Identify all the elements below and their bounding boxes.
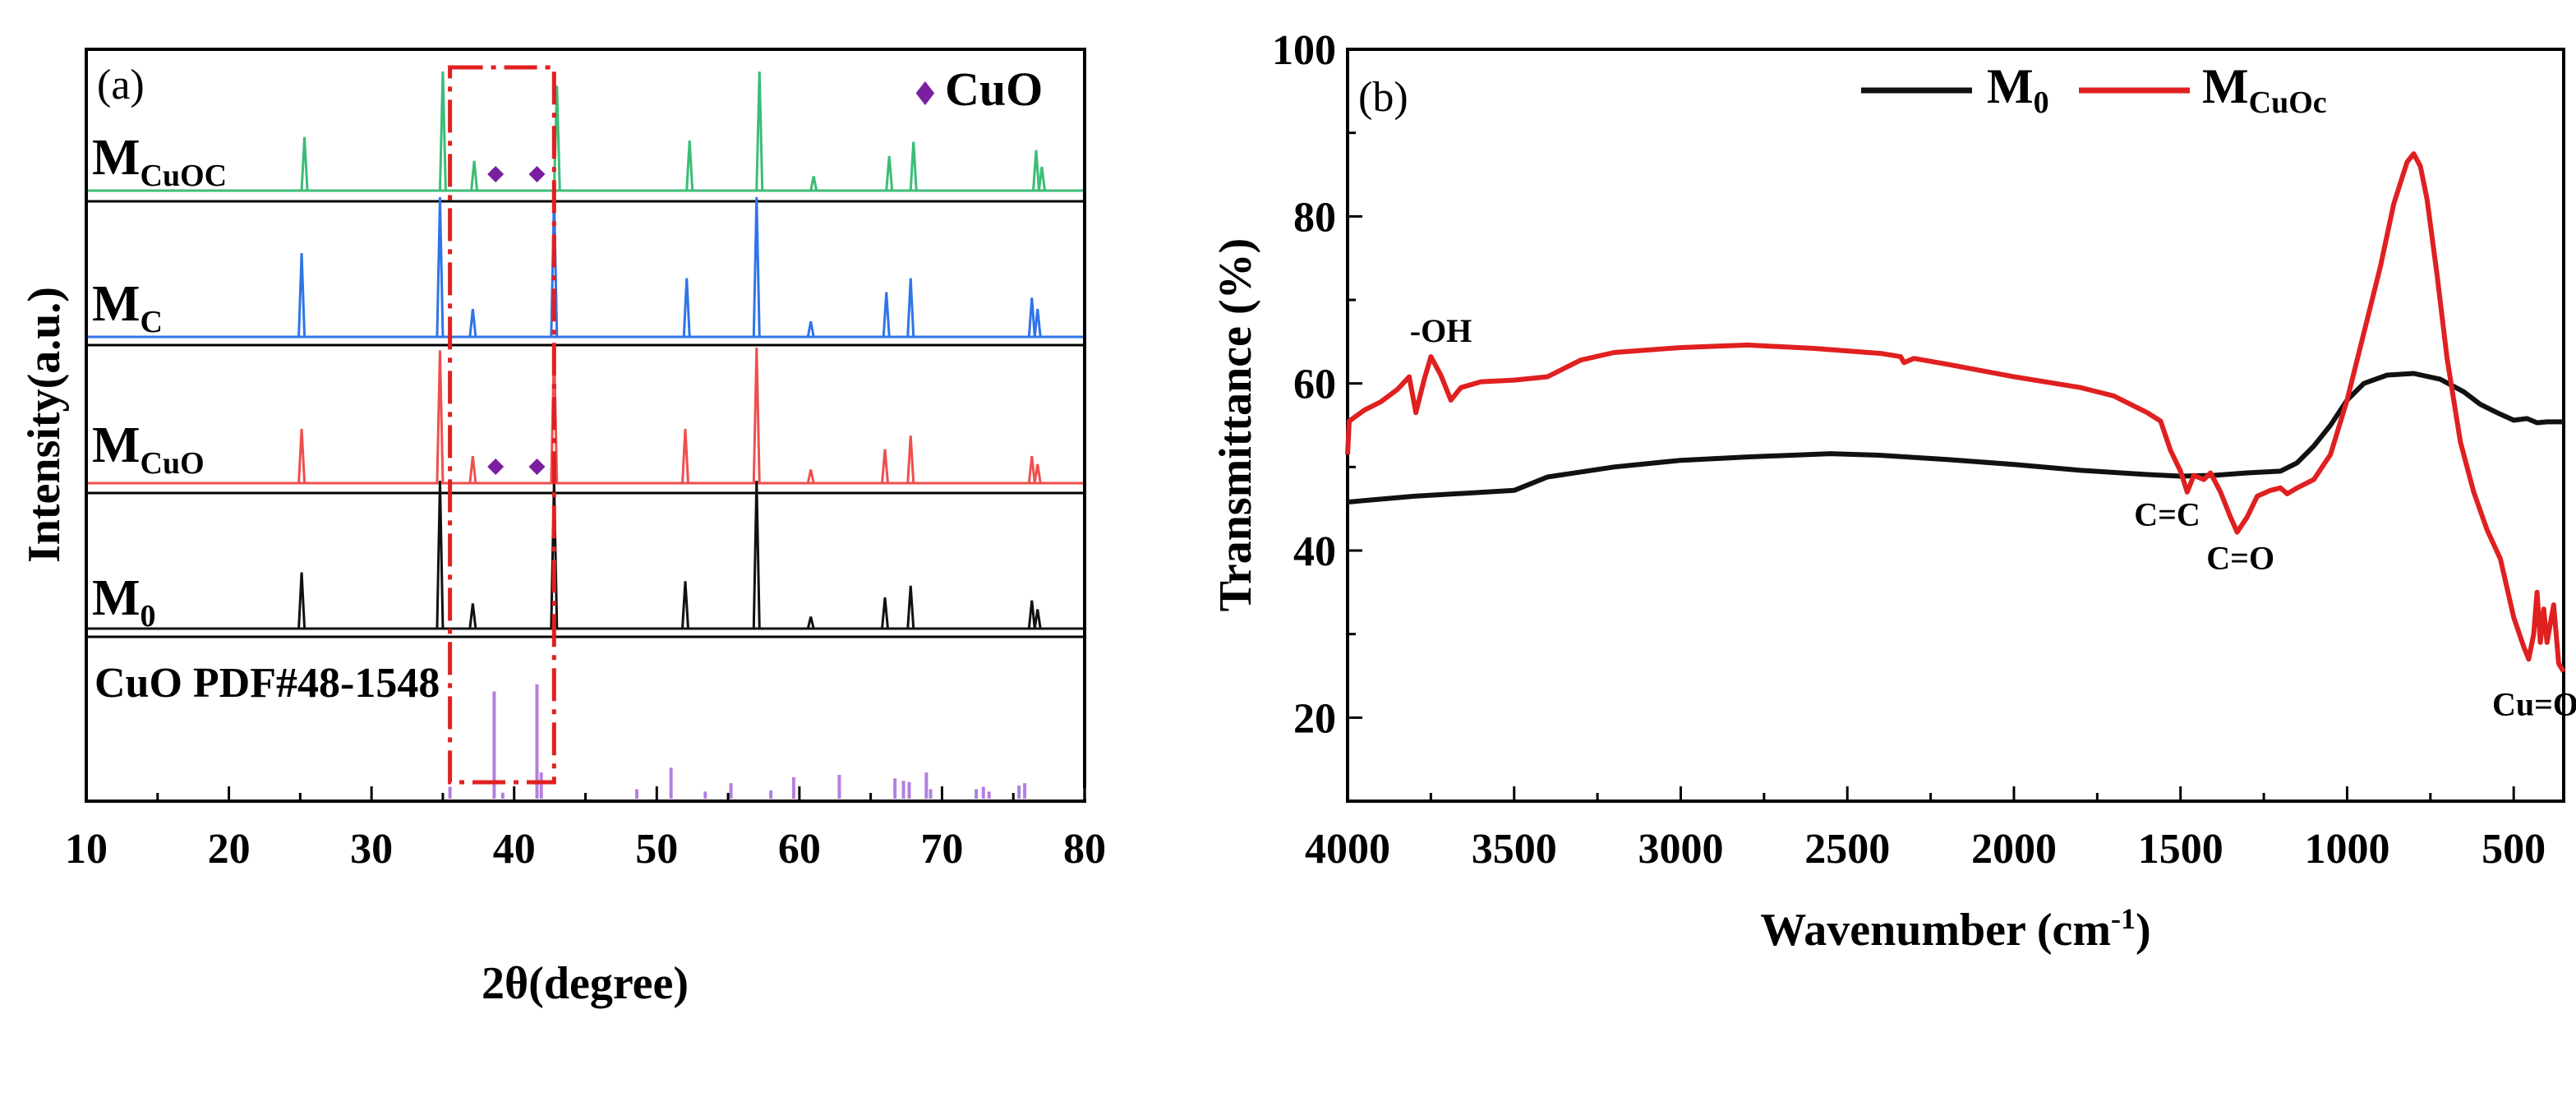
legend-cuo-label: CuO [945,62,1043,116]
xrd-chart: 10 20 30 40 50 60 70 80 (a) ♦ CuO MCuOC MC MCuO… [19,48,1106,1009]
xrd-peak [297,252,306,338]
xrd-series-m-c [88,196,1083,339]
ftir-x-tick-label: 1000 [2304,826,2389,873]
xrd-peak [881,449,889,484]
xrd-peak [550,480,559,629]
label-m-cuoc: MCuOC [92,130,227,193]
xrd-peak [297,428,306,484]
xrd-peak [468,603,477,629]
xrd-peak [1033,463,1042,484]
ftir-x-tick-label: 2500 [1804,826,1890,873]
cuo-diamond-marker [528,166,546,182]
xrd-peak [435,350,445,484]
xrd-peak [685,141,694,191]
xrd-x-tick-label: 70 [920,826,963,873]
xrd-peak [906,585,915,629]
xrd-peak [752,196,761,338]
xrd-peak [906,278,915,338]
xrd-peak [468,308,477,338]
xrd-peak [1031,150,1040,191]
xrd-peak [809,176,818,191]
xrd-peak [1027,600,1036,629]
xrd-peak [1033,308,1042,338]
xrd-panel-label: (a) [97,62,145,108]
xrd-peak [806,469,815,484]
ftir-y-tick-label: 100 [1272,27,1336,74]
xrd-peak [1037,166,1046,191]
ftir-y-axis-title: Transmittance (%) [1210,238,1261,612]
ftir-x-tick-label: 500 [2482,826,2546,873]
xrd-peak [885,155,894,191]
xrd-peak [300,136,309,191]
xrd-peak [909,141,918,191]
xrd-peak [1027,455,1036,484]
ftir-x-tick-label: 4000 [1305,826,1390,873]
highlight-box [448,65,556,785]
ftir-x-tick-label: 2000 [1971,826,2057,873]
ftir-chart: 4000 3500 3000 2500 2000 1500 1000 500 20 40 60 80… [1210,27,2576,956]
xrd-peak [906,435,915,484]
xrd-x-tick-label: 50 [635,826,678,873]
legend-mcuoc-label: MCuOc [2202,59,2327,120]
xrd-peak [752,347,761,484]
xrd-y-axis-title: Intensity(a.u.) [19,287,70,563]
legend-m0-label: M0 [1987,59,2049,120]
xrd-peak [435,196,445,338]
xrd-peak [297,572,306,629]
ftir-annotation: C=C [2134,496,2200,533]
label-m-0: M0 [92,570,156,634]
label-m-c: MC [92,276,163,339]
xrd-x-tick-label: 60 [778,826,821,873]
xrd-peak [470,160,479,191]
xrd-peak [806,321,815,338]
xrd-peak [1027,297,1036,338]
ftir-y-tick-label: 20 [1293,695,1336,742]
ftir-line-m-0 [1347,371,2564,505]
cuo-diamond-marker [528,459,546,475]
label-m-cuo: MCuO [92,417,205,481]
xrd-peak [468,455,477,484]
xrd-peak [752,480,761,629]
xrd-legend: ♦ CuO [910,62,1043,116]
xrd-x-tick-label: 80 [1063,826,1106,873]
ftir-annotation: C=O [2206,539,2274,576]
xrd-peak [681,428,689,484]
ftir-y-tick-label: 40 [1293,528,1336,575]
xrd-series-m-cuo [88,347,1083,485]
xrd-peak [1033,609,1042,629]
xrd-peak [681,581,689,629]
xrd-series-m-cuoc [88,71,1083,192]
xrd-peak [435,480,445,629]
xrd-peak [682,278,691,338]
ftir-panel-label: (b) [1358,74,1408,121]
xrd-peak [755,71,764,191]
xrd-peak [438,71,447,191]
xrd-peak [882,292,891,338]
ftir-annotation: Cu=O [2492,685,2576,722]
ftir-annotation: -OH [1410,312,1472,349]
legend-diamond-marker: ♦ [910,76,940,113]
cuo-diamond-marker [487,459,505,475]
xrd-series-m-0 [88,480,1083,630]
ftir-y-tick-label: 80 [1293,194,1336,241]
ftir-line-m-cuoc [1345,151,2566,673]
xrd-x-tick-label: 40 [493,826,536,873]
xrd-x-tick-label: 20 [208,826,251,873]
ftir-x-axis-title: Wavenumber (cm-1) [1760,902,2150,956]
cuo-diamond-marker [487,166,505,182]
xrd-x-axis-title: 2θ(degree) [482,958,689,1009]
xrd-peak [881,597,889,629]
ftir-y-tick-label: 60 [1293,362,1336,408]
ftir-x-tick-label: 3000 [1638,826,1723,873]
xrd-peak [806,616,815,629]
ftir-plot-frame [1346,48,2565,803]
ftir-x-tick-label: 1500 [2138,826,2223,873]
reference-label: CuO PDF#48-1548 [94,660,440,707]
xrd-x-tick-label: 10 [65,826,108,873]
xrd-x-tick-label: 30 [350,826,393,873]
ftir-legend: M0 MCuOc [1861,59,2327,120]
ftir-x-tick-label: 3500 [1472,826,1557,873]
